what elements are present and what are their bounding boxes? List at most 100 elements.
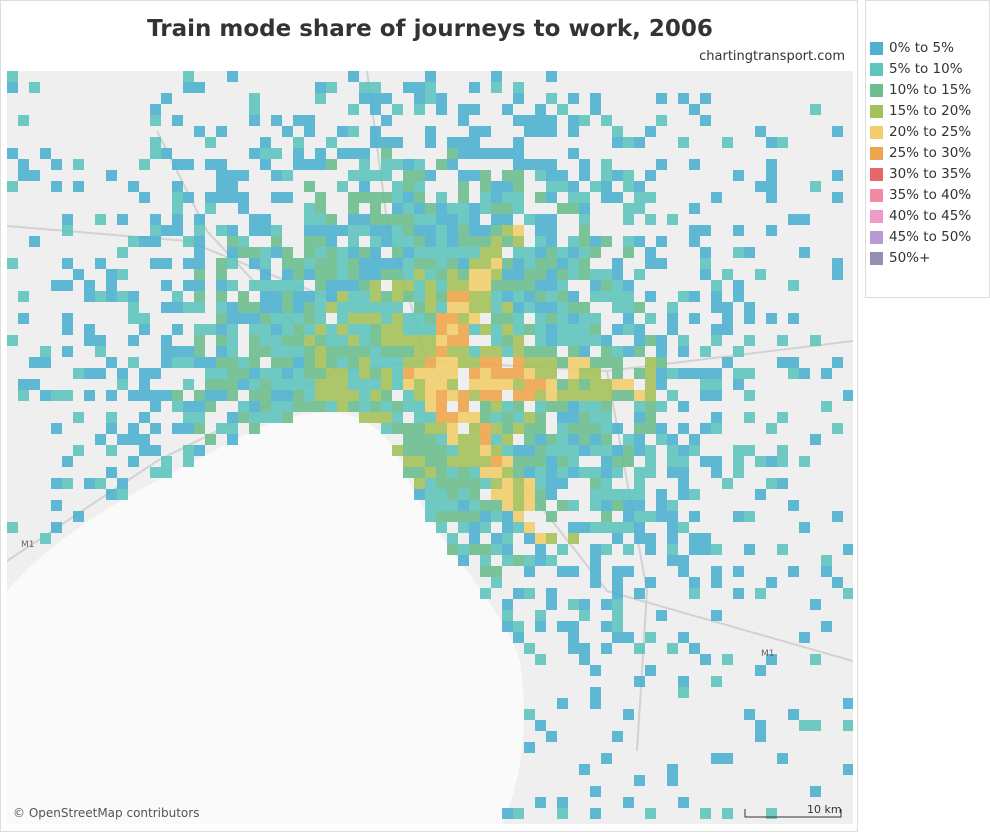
map-tile — [326, 247, 337, 258]
map-tile — [491, 192, 502, 203]
legend-label: 10% to 15% — [889, 82, 972, 98]
map-tile — [645, 632, 656, 643]
map-tile — [579, 599, 590, 610]
map-tile — [447, 225, 458, 236]
map-tile — [293, 115, 304, 126]
map-tile — [359, 258, 370, 269]
map-tile — [799, 247, 810, 258]
map-tile — [348, 313, 359, 324]
map-tile — [414, 445, 425, 456]
map-tile — [359, 247, 370, 258]
map-tile — [590, 555, 601, 566]
map-tile — [722, 302, 733, 313]
map-tile — [546, 258, 557, 269]
map-tile — [601, 170, 612, 181]
map-tile — [480, 555, 491, 566]
map-tile — [458, 467, 469, 478]
map-tile — [227, 346, 238, 357]
map-tile — [557, 797, 568, 808]
map-tile — [249, 302, 260, 313]
map-tile — [700, 247, 711, 258]
map-tile — [590, 401, 601, 412]
map-tile — [348, 126, 359, 137]
map-tile — [282, 313, 293, 324]
map-tile — [370, 302, 381, 313]
map-tile — [667, 302, 678, 313]
map-tile — [480, 401, 491, 412]
map-tile — [843, 544, 853, 555]
map-tile — [535, 423, 546, 434]
map-tile — [645, 379, 656, 390]
map-tile — [601, 423, 612, 434]
map-tile — [216, 379, 227, 390]
map-tile — [502, 522, 513, 533]
map-tile — [491, 291, 502, 302]
map-tile — [502, 291, 513, 302]
map-tile — [656, 346, 667, 357]
map-tile — [645, 401, 656, 412]
map-tile — [491, 357, 502, 368]
map-tile — [150, 115, 161, 126]
map-tile — [744, 709, 755, 720]
map-tile — [227, 170, 238, 181]
map-tile — [172, 346, 183, 357]
map-tile — [425, 291, 436, 302]
map-tile — [51, 423, 62, 434]
map-tile — [436, 467, 447, 478]
map-tile — [216, 423, 227, 434]
map-tile — [271, 357, 282, 368]
map-tile — [513, 588, 524, 599]
map-tile — [491, 71, 502, 82]
map-tile — [139, 368, 150, 379]
map-tile — [359, 192, 370, 203]
map-tile — [370, 214, 381, 225]
map-tile — [370, 269, 381, 280]
map-tile — [469, 368, 480, 379]
map-tile — [502, 467, 513, 478]
map-tile — [513, 456, 524, 467]
map-tile — [238, 291, 249, 302]
map-tile — [491, 544, 502, 555]
map-tile — [183, 346, 194, 357]
map-tile — [271, 192, 282, 203]
map-tile — [689, 159, 700, 170]
map-tile — [843, 720, 853, 731]
map-tile — [821, 401, 832, 412]
map-tile — [436, 203, 447, 214]
map-tile — [744, 544, 755, 555]
map-tile — [656, 511, 667, 522]
map-tile — [568, 533, 579, 544]
map-tile — [491, 577, 502, 588]
map-tile — [832, 126, 843, 137]
map-tile — [315, 291, 326, 302]
map-tile — [711, 577, 722, 588]
map-tile — [601, 115, 612, 126]
map-tile — [260, 401, 271, 412]
map-tile — [513, 269, 524, 280]
map-tile — [249, 258, 260, 269]
map-tile — [667, 775, 678, 786]
map-tile — [535, 324, 546, 335]
map-tile — [821, 555, 832, 566]
map-tile — [161, 258, 172, 269]
map-tile — [447, 489, 458, 500]
map-tile — [436, 93, 447, 104]
map-tile — [557, 291, 568, 302]
map-tile — [106, 467, 117, 478]
map-tile — [403, 423, 414, 434]
map-tile — [777, 137, 788, 148]
map-tile — [843, 390, 853, 401]
map-tile — [348, 258, 359, 269]
map-tile — [84, 291, 95, 302]
map-tile — [414, 335, 425, 346]
map-tile — [568, 148, 579, 159]
map-tile — [678, 632, 689, 643]
map-tile — [535, 225, 546, 236]
map-tile — [491, 368, 502, 379]
map-tile — [370, 192, 381, 203]
map-tile — [29, 379, 40, 390]
map-tile — [601, 379, 612, 390]
map-tile — [436, 280, 447, 291]
map-tile — [414, 247, 425, 258]
map-tile — [722, 137, 733, 148]
